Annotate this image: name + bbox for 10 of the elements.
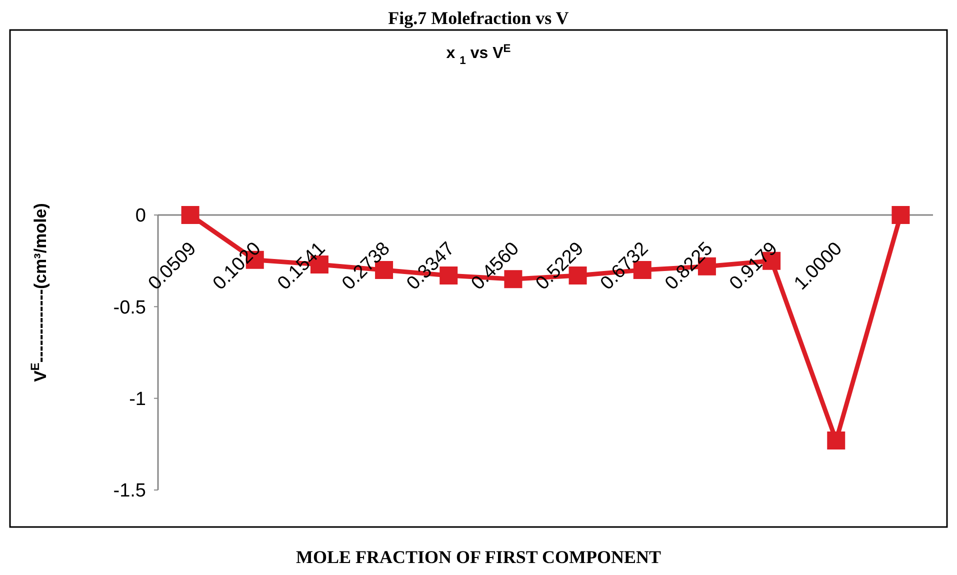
y-tick-label: -1: [129, 388, 146, 410]
y-tick-label: 0: [135, 206, 146, 227]
chart-subtitle: x $_{1}$ vs V$^{E}$: [446, 43, 512, 67]
x-axis-title: MOLE FRACTION OF FIRST COMPONENT: [296, 547, 662, 567]
y-tick-label: -1.5: [113, 480, 146, 502]
y-tick-label: -0.5: [113, 297, 146, 318]
point: [892, 206, 910, 224]
chart-title: Fig.7 Molefraction vs V: [388, 8, 569, 28]
point: [181, 206, 200, 224]
point: [827, 432, 846, 450]
